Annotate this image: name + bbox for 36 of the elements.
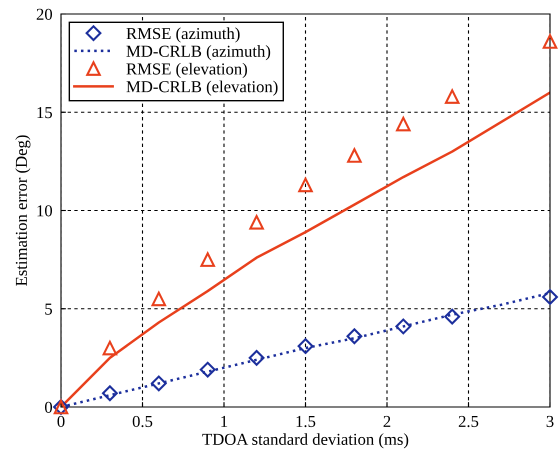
x-tick-label: 2.5: [458, 416, 478, 428]
point: [347, 148, 362, 163]
point: [396, 116, 411, 132]
x-tick-label: 0.5: [132, 416, 152, 428]
y-tick-label: 15: [37, 107, 52, 118]
point: [444, 89, 460, 104]
point: [200, 252, 215, 267]
x-tick-label: 1: [221, 416, 228, 427]
point: [395, 318, 412, 334]
legend-label: MD-CRLB (elevation): [126, 80, 278, 96]
point: [542, 34, 558, 49]
y-tick-label: 20: [36, 8, 52, 20]
point: [249, 214, 264, 230]
y-axis-title: Estimation error (Deg): [15, 135, 30, 286]
legend-label: RMSE (elevation): [126, 62, 248, 78]
point: [298, 338, 314, 354]
point: [152, 292, 166, 306]
point: [102, 385, 118, 402]
point: [444, 308, 460, 325]
legend-label: MD-CRLB (azimuth): [126, 45, 270, 60]
legend-label: RMSE (azimuth): [126, 27, 240, 43]
point: [200, 362, 216, 378]
x-tick-label: 0: [57, 416, 65, 428]
x-tick-label: 3: [546, 416, 554, 428]
y-tick-label: 0: [44, 402, 52, 413]
y-tick-label: 10: [37, 205, 52, 216]
x-axis-title: TDOA standard deviation (ms): [202, 433, 408, 448]
point: [248, 350, 265, 366]
y-tick-label: 5: [45, 304, 52, 315]
point: [102, 340, 118, 356]
point: [346, 328, 362, 344]
point: [542, 289, 558, 305]
x-tick-label: 2: [384, 416, 390, 427]
point: [150, 376, 167, 392]
x-tick-label: 1.5: [296, 416, 316, 428]
point: [298, 178, 313, 192]
